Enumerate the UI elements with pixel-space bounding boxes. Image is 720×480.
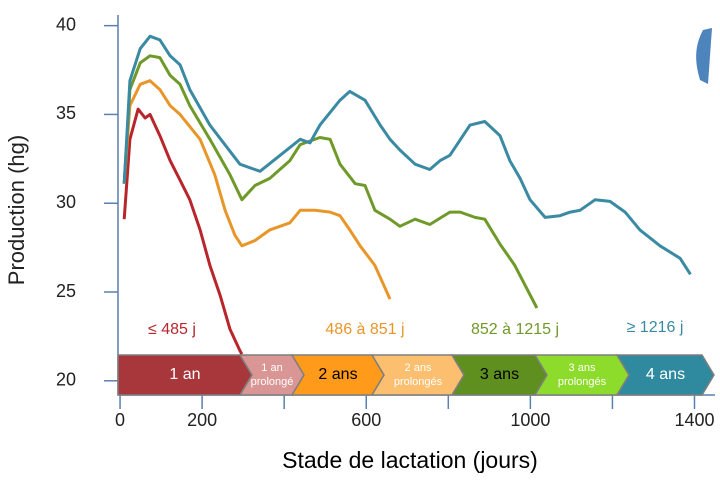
y-tick-label: 35 xyxy=(56,103,76,123)
x-tick-label: 1000 xyxy=(510,410,550,430)
stage-arrow xyxy=(615,354,715,396)
legend-label: ≥ 1216 j xyxy=(627,319,684,336)
x-tick-label: 600 xyxy=(351,410,381,430)
stage-label: prolongés xyxy=(394,376,443,388)
legend-label: ≤ 485 j xyxy=(148,321,196,338)
line-series xyxy=(122,107,244,355)
stage-label: 3 ans xyxy=(569,362,596,374)
x-tick-label: 0 xyxy=(115,410,125,430)
stage-label: 3 ans xyxy=(480,366,519,383)
legend-label: 486 à 851 j xyxy=(325,321,404,338)
y-tick-label: 20 xyxy=(56,370,76,390)
line-series xyxy=(122,54,539,309)
stage-label: 4 ans xyxy=(646,366,685,383)
y-axis-label: Production (hg) xyxy=(4,135,29,285)
x-tick-label: 200 xyxy=(187,410,217,430)
y-tick-label: 40 xyxy=(56,14,76,34)
y-tick-label: 25 xyxy=(56,281,76,301)
stage-label: 1 an xyxy=(261,362,282,374)
stage-label: prolongé xyxy=(251,376,294,388)
stage-label: 2 ans xyxy=(318,366,357,383)
legend-label: 852 à 1215 j xyxy=(471,321,559,338)
stage-label: prolongés xyxy=(558,376,607,388)
stage-label: 2 ans xyxy=(405,362,432,374)
decoration xyxy=(696,28,712,84)
stage-label: 1 an xyxy=(169,366,200,383)
line-series xyxy=(122,79,392,300)
line-series xyxy=(122,34,692,276)
x-tick-label: 1400 xyxy=(674,410,714,430)
y-tick-label: 30 xyxy=(56,192,76,212)
x-axis-label: Stade de lactation (jours) xyxy=(282,447,538,473)
